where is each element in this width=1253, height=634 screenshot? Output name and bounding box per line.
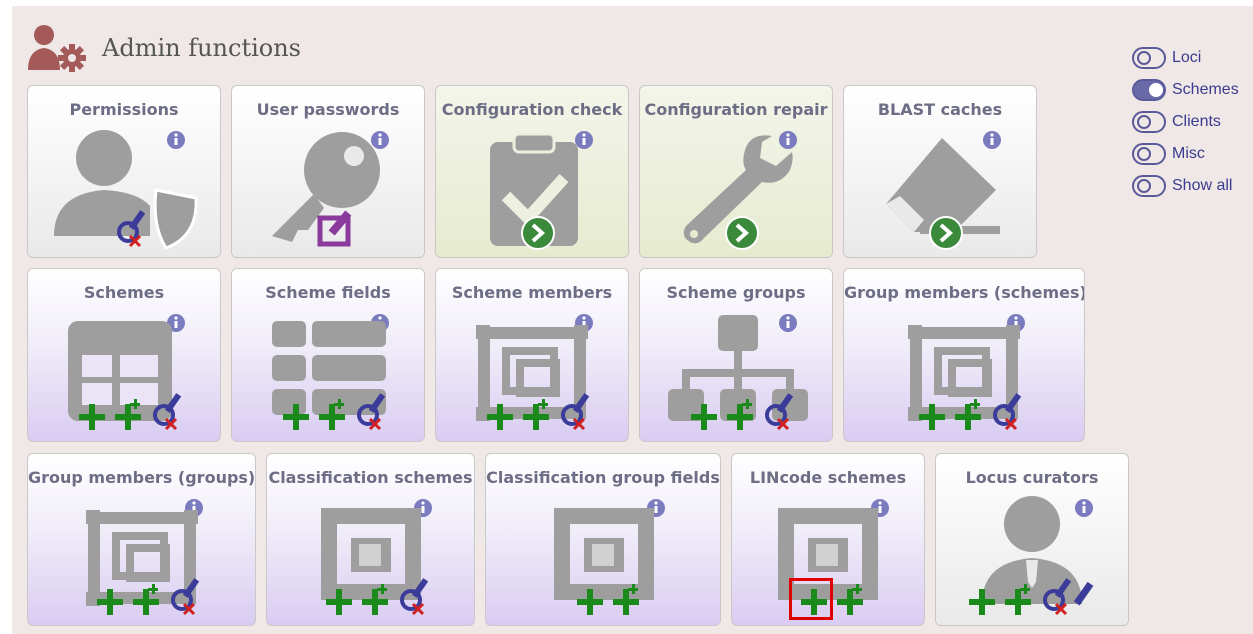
card-title: Scheme groups	[666, 283, 806, 302]
toggle-loci[interactable]: Loci	[1132, 42, 1239, 74]
card-title: User passwords	[256, 100, 400, 119]
toggle-misc[interactable]: Misc	[1132, 138, 1239, 170]
toggle-switch[interactable]	[1132, 143, 1166, 165]
card-scheme-members[interactable]: Scheme members	[435, 268, 629, 442]
card-title: Classification group fields	[486, 468, 720, 487]
toggle-label: Misc	[1172, 145, 1205, 162]
card-title: Permissions	[69, 100, 179, 119]
toggle-switch[interactable]	[1132, 111, 1166, 133]
toggle-switch[interactable]	[1132, 175, 1166, 197]
toggle-switch[interactable]	[1132, 79, 1166, 101]
toggle-label: Show all	[1172, 177, 1233, 194]
nested-squares-icon	[486, 499, 665, 615]
card-title: Scheme members	[451, 283, 613, 302]
wrench-icon	[683, 131, 797, 251]
card-title: BLAST caches	[877, 100, 1003, 119]
card-title: Configuration check	[441, 100, 623, 119]
table-icon	[68, 314, 185, 431]
clipboard-check-icon	[490, 131, 593, 251]
card-title: Classification schemes	[268, 468, 473, 487]
category-toggles: Loci Schemes Clients Misc Show all	[1132, 42, 1239, 202]
card-classification-schemes[interactable]: Classification schemes	[266, 453, 475, 626]
card-title: Locus curators	[965, 468, 1099, 487]
page-header: Admin functions	[26, 22, 301, 74]
card-title: Group members (schemes)	[844, 283, 1085, 302]
card-schemes[interactable]: Schemes	[27, 268, 221, 442]
nested-squares-icon	[436, 314, 629, 431]
card-locus-curators[interactable]: Locus curators	[935, 453, 1129, 626]
card-title: LINcode schemes	[749, 468, 907, 487]
card-classification-group-fields[interactable]: Classification group fields	[485, 453, 721, 626]
eraser-icon	[886, 131, 1001, 251]
card-scheme-fields[interactable]: Scheme fields	[231, 268, 425, 442]
card-scheme-groups[interactable]: Scheme groups	[639, 268, 833, 442]
card-title: Schemes	[83, 283, 165, 302]
toggle-switch[interactable]	[1132, 47, 1166, 69]
toggle-label: Clients	[1172, 113, 1221, 130]
toggle-clients[interactable]: Clients	[1132, 106, 1239, 138]
nested-squares-icon	[28, 499, 256, 616]
permissions-icon	[54, 130, 198, 250]
card-user-passwords[interactable]: User passwords	[231, 85, 425, 258]
card-title: Configuration repair	[644, 100, 828, 119]
card-lincode-schemes[interactable]: LINcode schemes	[731, 453, 925, 626]
card-group-members-schemes[interactable]: Group members (schemes)	[843, 268, 1085, 442]
highlight-box	[789, 578, 833, 620]
nested-squares-icon	[844, 314, 1085, 431]
card-group-members-groups[interactable]: Group members (groups)	[27, 453, 256, 626]
page-title: Admin functions	[102, 34, 301, 62]
curator-icon	[969, 496, 1094, 616]
card-title: Group members (groups)	[28, 468, 256, 487]
card-title: Scheme fields	[265, 283, 391, 302]
card-configuration-check[interactable]: Configuration check	[435, 85, 629, 258]
card-configuration-repair[interactable]: Configuration repair	[639, 85, 833, 258]
admin-gear-icon	[26, 22, 90, 74]
toggle-schemes[interactable]: Schemes	[1132, 74, 1239, 106]
hierarchy-icon	[668, 314, 808, 431]
nested-squares-icon	[267, 499, 432, 616]
card-permissions[interactable]: Permissions	[27, 85, 221, 258]
list-icon	[272, 314, 389, 431]
toggle-label: Loci	[1172, 49, 1202, 66]
toggle-label: Schemes	[1172, 81, 1239, 98]
toggle-show-all[interactable]: Show all	[1132, 170, 1239, 202]
key-icon	[272, 131, 389, 247]
card-blast-caches[interactable]: BLAST caches	[843, 85, 1037, 258]
